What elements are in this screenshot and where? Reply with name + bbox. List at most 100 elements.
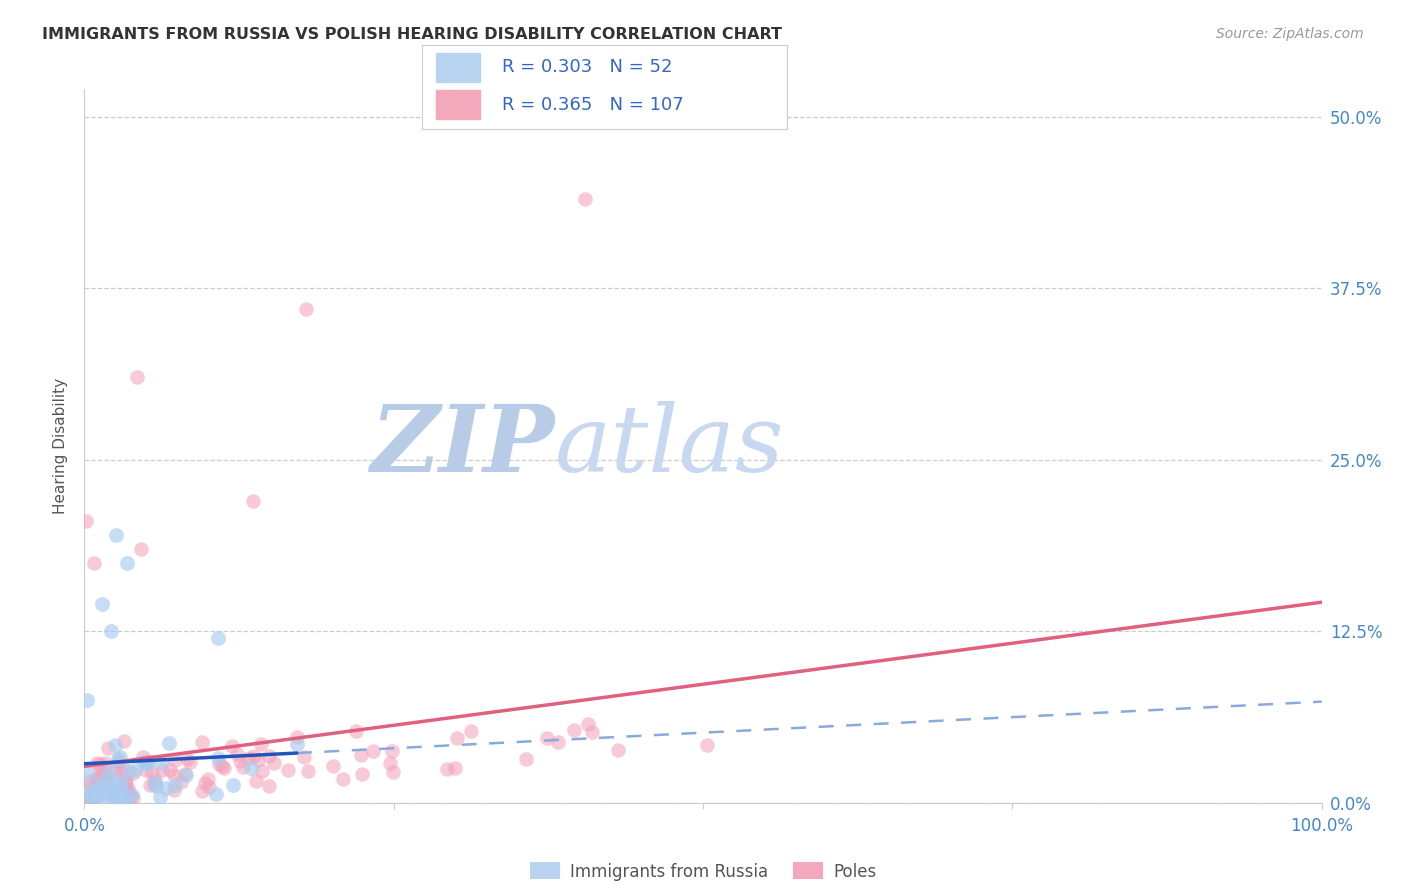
Point	[170, 774, 193, 789]
Point	[105, 528, 128, 542]
Point	[136, 756, 159, 771]
Point	[107, 787, 129, 801]
Point	[125, 370, 148, 384]
Point	[114, 778, 136, 792]
Point	[143, 773, 166, 788]
Point	[110, 765, 132, 780]
Point	[84, 788, 107, 802]
Point	[285, 730, 308, 744]
Point	[581, 724, 603, 739]
Point	[232, 759, 254, 773]
Point	[103, 794, 125, 808]
Point	[149, 790, 172, 805]
Point	[378, 756, 401, 770]
Point	[191, 784, 214, 798]
Point	[350, 767, 373, 781]
Point	[98, 778, 121, 792]
Point	[173, 767, 195, 781]
Point	[135, 763, 157, 777]
Point	[242, 494, 264, 508]
Point	[121, 789, 143, 803]
Point	[121, 766, 143, 780]
Point	[207, 751, 229, 765]
Point	[578, 717, 600, 731]
Point	[176, 752, 198, 766]
Point	[104, 739, 127, 753]
Point	[79, 779, 101, 793]
Point	[163, 768, 186, 782]
Point	[150, 763, 173, 777]
Point	[197, 772, 219, 787]
Point	[89, 756, 111, 771]
Point	[114, 790, 136, 805]
Point	[141, 766, 163, 780]
Point	[117, 764, 139, 779]
Point	[112, 781, 135, 796]
Point	[112, 791, 135, 805]
Point	[696, 738, 718, 752]
Point	[257, 749, 280, 764]
Point	[84, 772, 107, 786]
Point	[107, 755, 129, 769]
Point	[117, 785, 139, 799]
Point	[96, 771, 118, 785]
Point	[163, 778, 186, 792]
Point	[225, 747, 247, 762]
Point	[97, 740, 120, 755]
Point	[212, 761, 235, 775]
Point	[77, 774, 100, 789]
Point	[94, 756, 117, 770]
Point	[117, 556, 139, 570]
Point	[96, 761, 118, 775]
Point	[229, 755, 252, 769]
Point	[90, 763, 112, 777]
Point	[87, 792, 110, 806]
Point	[83, 556, 105, 570]
Point	[285, 737, 308, 751]
Point	[143, 775, 166, 789]
Text: IMMIGRANTS FROM RUSSIA VS POLISH HEARING DISABILITY CORRELATION CHART: IMMIGRANTS FROM RUSSIA VS POLISH HEARING…	[42, 27, 782, 42]
Point	[75, 515, 97, 529]
Point	[115, 791, 138, 805]
Point	[238, 750, 260, 764]
Point	[120, 790, 142, 805]
Point	[536, 731, 558, 746]
Point	[84, 779, 107, 793]
Point	[90, 765, 112, 780]
Point	[91, 780, 114, 795]
Point	[198, 780, 221, 794]
Point	[97, 786, 120, 800]
Point	[131, 541, 153, 556]
Point	[547, 735, 569, 749]
Point	[381, 765, 404, 780]
Point	[562, 723, 585, 737]
Point	[75, 792, 97, 806]
Point	[94, 772, 117, 786]
Point	[361, 744, 384, 758]
Point	[91, 786, 114, 800]
Point	[135, 756, 157, 770]
Point	[607, 743, 630, 757]
Point	[86, 756, 108, 771]
Point	[191, 735, 214, 749]
Point	[165, 753, 187, 767]
Point	[155, 780, 177, 795]
Point	[332, 772, 354, 786]
Point	[101, 791, 124, 805]
Point	[104, 783, 127, 797]
Point	[104, 772, 127, 787]
Point	[207, 631, 229, 645]
Point	[194, 776, 217, 790]
Point	[82, 792, 104, 806]
Point	[242, 748, 264, 763]
Point	[205, 787, 228, 801]
Point	[114, 773, 136, 788]
Point	[381, 744, 404, 758]
Point	[250, 738, 273, 752]
Point	[132, 755, 155, 769]
Point	[87, 788, 110, 802]
Point	[139, 778, 162, 792]
Point	[250, 764, 273, 778]
Point	[98, 778, 121, 792]
Point	[295, 301, 318, 316]
